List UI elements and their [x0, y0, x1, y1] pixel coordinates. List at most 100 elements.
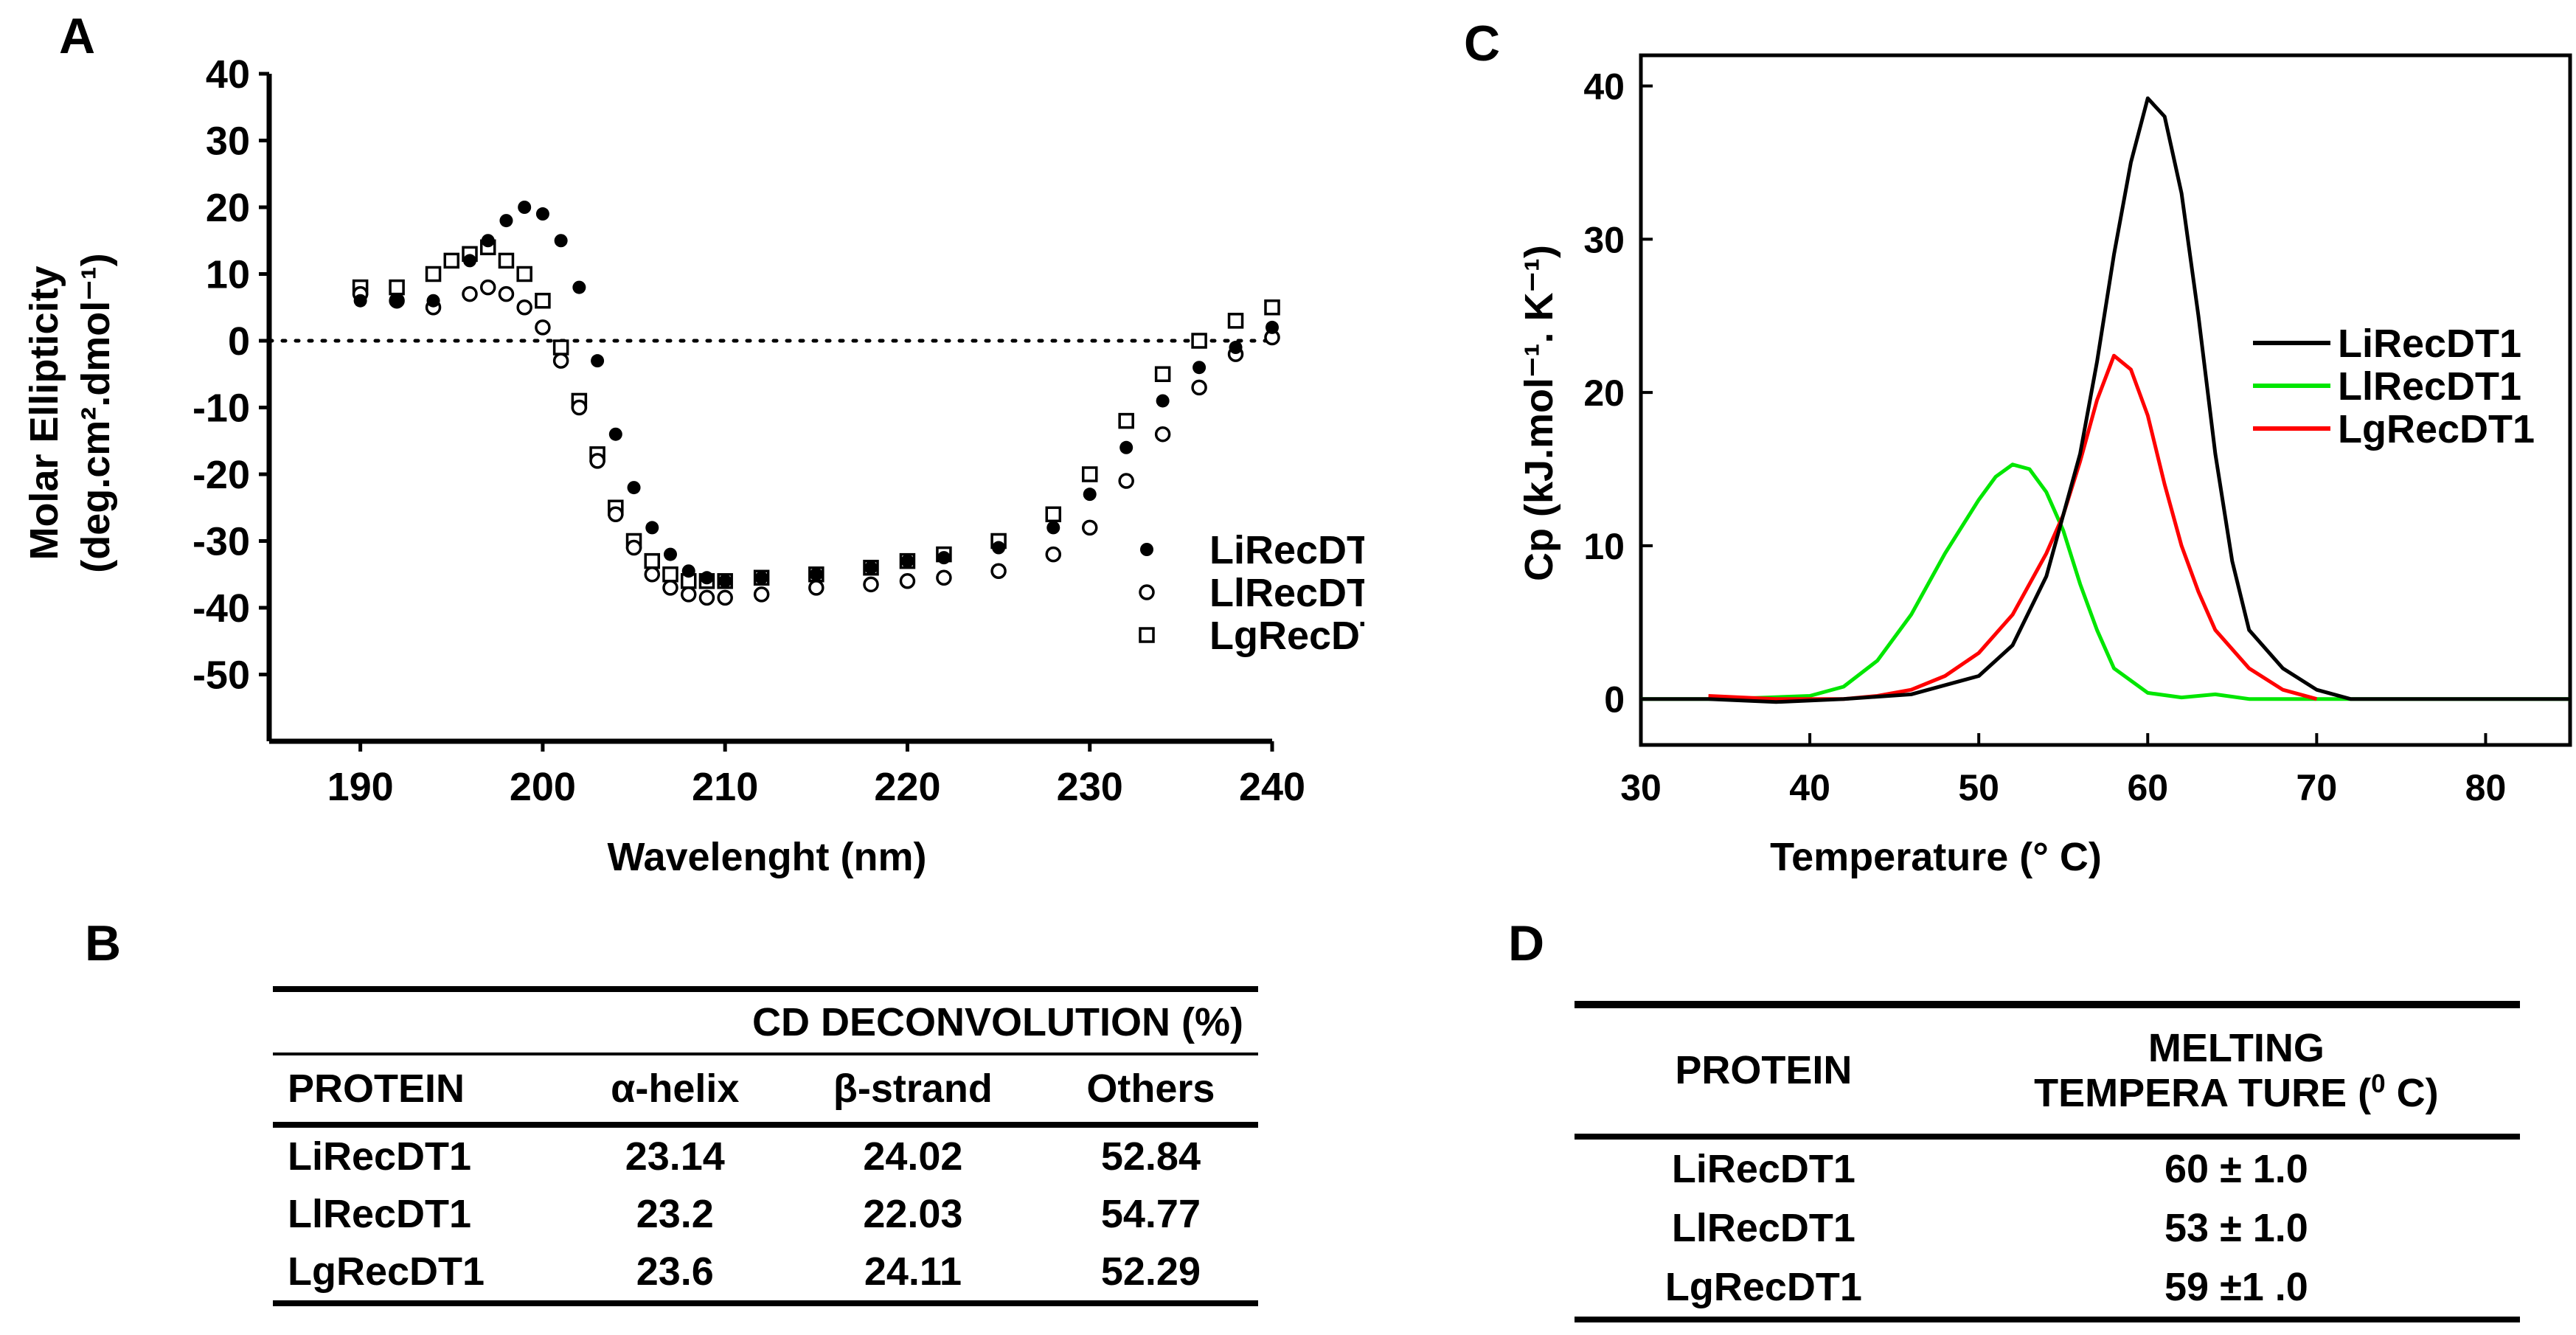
data-point-LlRecDT1	[680, 586, 697, 603]
data-point-LiRecDT1	[1119, 440, 1133, 454]
data-point-LlRecDT1	[753, 586, 770, 603]
x-tick-label: 200	[510, 765, 576, 809]
data-point-LgRecDT1	[1045, 506, 1062, 523]
legend-marker	[1140, 543, 1153, 556]
data-point-LlRecDT1	[608, 506, 624, 523]
data-point-LgRecDT1	[443, 252, 460, 269]
data-point-LgRecDT1	[535, 292, 551, 309]
legend-label: LlRecDT1	[2338, 364, 2521, 409]
y-tick-label: 40	[206, 52, 250, 97]
y-tick-label: 30	[1583, 219, 1625, 260]
x-tick-label: 50	[1958, 767, 1999, 808]
x-tick-label: 230	[1057, 765, 1123, 809]
data-point-LiRecDT1	[700, 571, 714, 585]
data-point-LlRecDT1	[1191, 379, 1207, 396]
melt-header-line2: TEMPERA TURE (	[2034, 1071, 2372, 1115]
data-point-LiRecDT1	[499, 214, 513, 228]
table-cell: LiRecDT1	[1671, 1147, 1855, 1191]
table-row: LiRecDT1 60 ± 1.0	[1575, 1137, 2520, 1199]
data-point-LlRecDT1	[644, 566, 661, 583]
dsc-chart: 0 10 20 30 40 30 40 50 60 70 80 LiRecDT1LlRecDT1Lg…	[1517, 53, 2572, 879]
cd-table-title: CD DECONVOLUTION (%)	[567, 992, 1258, 1055]
series-line-LlRecDT1	[1641, 462, 2570, 701]
data-point-LgRecDT1	[498, 252, 515, 269]
y-tick-label: 30	[206, 119, 250, 164]
x-tick-label: 60	[2127, 767, 2168, 808]
cd-col-helix: α-helix	[567, 1054, 782, 1128]
data-point-LlRecDT1	[936, 569, 952, 586]
cd-points	[352, 201, 1280, 606]
y-tick-label: 40	[1583, 66, 1625, 108]
data-point-LgRecDT1	[644, 552, 661, 569]
data-point-LgRecDT1	[516, 266, 532, 282]
data-point-LiRecDT1	[554, 234, 568, 248]
data-point-LiRecDT1	[1229, 341, 1243, 355]
table-cell: 22.03	[863, 1192, 963, 1236]
data-point-LiRecDT1	[353, 294, 367, 308]
data-point-LgRecDT1	[1191, 333, 1207, 349]
dsc-y-axis-label: Cp (kJ.mol⁻¹. K⁻¹)	[1517, 245, 1561, 581]
cd-col-protein: PROTEIN	[273, 1054, 568, 1128]
data-point-LiRecDT1	[1266, 320, 1279, 334]
legend-label: LiRecDT1	[2338, 322, 2521, 366]
data-point-LgRecDT1	[425, 266, 442, 282]
data-point-LgRecDT1	[389, 279, 405, 296]
table-cell: 23.2	[636, 1192, 714, 1236]
data-point-LiRecDT1	[864, 561, 878, 575]
table-row: LgRecDT1 23.6 24.11 52.29	[273, 1243, 1258, 1306]
table-cell: 53 ± 1.0	[2164, 1206, 2308, 1250]
data-point-LiRecDT1	[481, 234, 495, 248]
cd-ticks: 40 30 20 10 0 -10 -20 -30 -40 -50 190 200 210 220 230 2…	[192, 52, 1305, 809]
data-point-LlRecDT1	[808, 580, 824, 596]
table-cell: 52.84	[1100, 1134, 1201, 1179]
table-cell: LlRecDT1	[1671, 1206, 1855, 1250]
data-point-LiRecDT1	[664, 547, 677, 561]
data-point-LlRecDT1	[698, 589, 715, 606]
melting-temperature-table: PROTEIN MELTING TEMPERA TURE (0 C) LiRec…	[1575, 1001, 2520, 1322]
data-point-LlRecDT1	[863, 576, 879, 593]
data-point-LiRecDT1	[754, 571, 768, 585]
plot-frame	[1639, 53, 2572, 747]
melt-col-temperature: MELTING TEMPERA TURE (0 C)	[1952, 1008, 2520, 1140]
table-cell: 59 ±1 .0	[1952, 1258, 2520, 1322]
data-point-LiRecDT1	[608, 427, 622, 441]
data-point-LlRecDT1	[625, 539, 642, 556]
legend-label: LiRecDT1	[1209, 528, 1364, 572]
data-point-LlRecDT1	[479, 279, 496, 296]
melt-header-sup: 0	[2371, 1069, 2386, 1098]
y-tick-label: -30	[192, 520, 250, 564]
x-tick-label: 220	[874, 765, 940, 809]
data-point-LgRecDT1	[1154, 366, 1171, 382]
table-cell: 24.02	[863, 1134, 963, 1179]
table-row: LlRecDT1 53 ± 1.0	[1575, 1199, 2520, 1258]
series-line-LgRecDT1	[1708, 353, 2318, 701]
data-point-LlRecDT1	[662, 580, 678, 596]
dsc-axes	[1639, 53, 2572, 747]
y-tick-label: 0	[1604, 679, 1625, 721]
x-tick-label: 40	[1789, 767, 1830, 808]
data-point-LiRecDT1	[535, 207, 549, 221]
series-line-LiRecDT1	[1641, 96, 2570, 704]
cd-axes	[266, 74, 1274, 744]
data-point-LlRecDT1	[1081, 519, 1098, 536]
data-point-LgRecDT1	[552, 339, 569, 356]
cd-y-axis-label-line2: (deg.cm².dmol⁻¹)	[74, 253, 118, 572]
x-tick-label: 240	[1239, 765, 1305, 809]
y-tick-label: -20	[192, 453, 250, 497]
data-point-LiRecDT1	[1156, 394, 1170, 408]
legend-marker	[1139, 584, 1155, 600]
panel-label-a: A	[59, 8, 96, 64]
table-cell: 23.14	[625, 1134, 725, 1179]
data-point-LgRecDT1	[662, 566, 678, 583]
table-cell: LgRecDT1	[1575, 1258, 1953, 1322]
data-point-LlRecDT1	[1154, 426, 1171, 443]
y-tick-label: 10	[206, 253, 250, 297]
cd-col-strand: β-strand	[782, 1054, 1044, 1128]
table-row: LiRecDT1 23.14 24.02 52.84	[273, 1125, 1258, 1185]
panel-label-b: B	[85, 915, 122, 971]
data-point-LiRecDT1	[518, 201, 532, 214]
data-point-LgRecDT1	[1081, 466, 1098, 482]
y-tick-label: 0	[228, 319, 250, 364]
data-point-LiRecDT1	[591, 354, 605, 368]
